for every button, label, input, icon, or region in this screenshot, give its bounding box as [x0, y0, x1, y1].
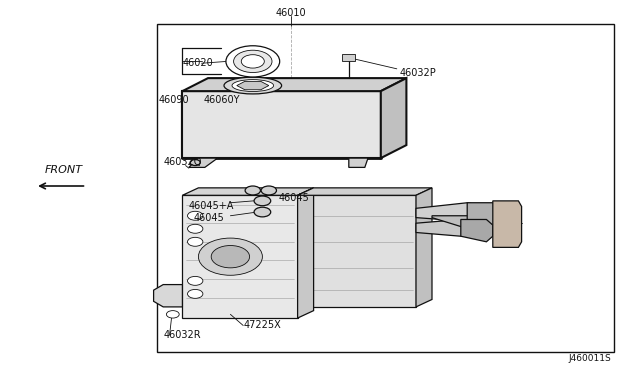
Polygon shape — [298, 195, 416, 307]
Polygon shape — [416, 219, 477, 236]
Text: 46032Q: 46032Q — [163, 157, 202, 167]
Polygon shape — [154, 285, 182, 307]
Bar — [157, 24, 614, 352]
Polygon shape — [298, 188, 432, 195]
Polygon shape — [189, 158, 218, 167]
Circle shape — [254, 196, 271, 206]
Polygon shape — [349, 158, 368, 167]
Polygon shape — [432, 216, 496, 232]
Circle shape — [198, 238, 262, 275]
Text: 46032R: 46032R — [163, 330, 201, 340]
Polygon shape — [182, 78, 406, 91]
Circle shape — [211, 246, 250, 268]
Polygon shape — [461, 219, 493, 242]
Circle shape — [188, 276, 203, 285]
Circle shape — [166, 311, 179, 318]
Polygon shape — [182, 188, 314, 195]
Text: 46045: 46045 — [278, 193, 309, 203]
Circle shape — [226, 46, 280, 77]
Polygon shape — [416, 188, 432, 307]
Circle shape — [234, 50, 272, 73]
Bar — [342, 54, 355, 61]
Text: 47225X: 47225X — [243, 321, 281, 330]
Circle shape — [188, 289, 203, 298]
Polygon shape — [416, 203, 486, 221]
Circle shape — [190, 160, 200, 166]
Ellipse shape — [232, 80, 274, 92]
Text: 46060Y: 46060Y — [204, 96, 240, 105]
Text: 46090: 46090 — [159, 96, 189, 105]
Ellipse shape — [224, 77, 282, 94]
Text: J460011S: J460011S — [568, 354, 611, 363]
Polygon shape — [381, 78, 406, 158]
Circle shape — [188, 224, 203, 233]
Circle shape — [261, 186, 276, 195]
Text: 46032P: 46032P — [400, 68, 436, 77]
Circle shape — [241, 55, 264, 68]
Polygon shape — [237, 81, 269, 90]
Polygon shape — [467, 203, 499, 225]
Text: 46045+A: 46045+A — [189, 202, 234, 211]
Polygon shape — [298, 188, 314, 318]
Polygon shape — [493, 201, 522, 247]
Text: 46045: 46045 — [194, 213, 225, 222]
Circle shape — [254, 207, 271, 217]
Circle shape — [188, 237, 203, 246]
Polygon shape — [182, 91, 381, 158]
Circle shape — [188, 211, 203, 220]
Circle shape — [245, 186, 260, 195]
Text: 46010: 46010 — [276, 8, 307, 18]
Text: FRONT: FRONT — [45, 165, 83, 175]
Text: 46020: 46020 — [182, 58, 213, 68]
Polygon shape — [182, 195, 298, 318]
